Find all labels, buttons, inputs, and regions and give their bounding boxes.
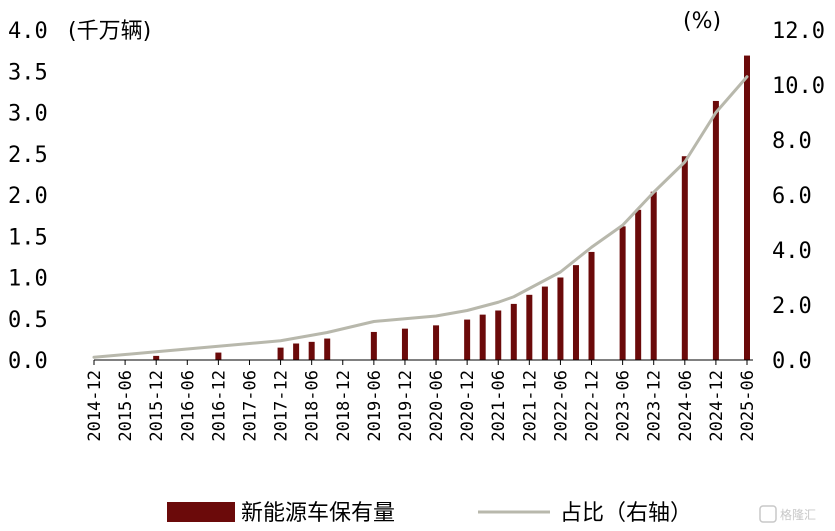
x-tick-label-2020-12: 2020-12 <box>458 370 478 442</box>
x-tick-label-2021-06: 2021-06 <box>489 370 509 442</box>
y-right-tick-12.0: 12.0 <box>772 19 825 44</box>
x-tick-label-2017-12: 2017-12 <box>272 370 292 442</box>
y-right-tick-labels: 0.0 2.0 4.0 6.0 8.0 10.0 12.0 <box>772 19 825 374</box>
x-tick-label-2023-06: 2023-06 <box>614 370 634 442</box>
bar-2022-09 <box>572 265 579 361</box>
y-left-tick-3.5: 3.5 <box>8 60 48 85</box>
legend: 新能源车保有量 占比（右轴） <box>167 501 692 526</box>
bar-2021-12 <box>526 294 533 360</box>
bar-2021-09 <box>510 303 517 360</box>
y-left-tick-2.5: 2.5 <box>8 143 48 168</box>
bar-2018-06 <box>308 341 315 360</box>
watermark-text: 格隆汇 <box>780 507 816 522</box>
share-line <box>92 75 749 359</box>
bar-2022-06 <box>557 277 564 360</box>
bar-2024-12 <box>712 100 719 360</box>
x-tick-label-2022-12: 2022-12 <box>583 370 603 442</box>
x-tick-label-2015-12: 2015-12 <box>147 370 167 442</box>
bar-2021-06 <box>495 310 502 360</box>
bar-2025-06 <box>744 55 750 360</box>
y-left-tick-0.5: 0.5 <box>8 308 48 333</box>
x-tick-label-2016-06: 2016-06 <box>178 370 198 442</box>
legend-bar-label: 新能源车保有量 <box>241 501 395 526</box>
bar-2022-03 <box>541 286 548 360</box>
legend-line-label: 占比（右轴） <box>560 501 692 526</box>
bar-2020-12 <box>464 319 471 360</box>
y-right-tick-4.0: 4.0 <box>772 239 812 264</box>
x-tick-label-2017-06: 2017-06 <box>240 370 260 442</box>
x-tick-label-2018-12: 2018-12 <box>334 370 354 442</box>
bar-2020-06 <box>433 325 440 360</box>
bars <box>153 55 750 361</box>
watermark: 格隆汇 <box>759 505 816 523</box>
y-left-tick-labels: 0.0 0.5 1.0 1.5 2.0 2.5 3.0 3.5 4.0 <box>8 19 48 374</box>
y-right-tick-8.0: 8.0 <box>772 129 812 154</box>
bar-2019-12 <box>401 328 408 360</box>
y-left-tick-1.5: 1.5 <box>8 225 48 250</box>
y-left-tick-0.0: 0.0 <box>8 349 48 374</box>
y-left-tick-3.0: 3.0 <box>8 102 48 127</box>
x-tick-label-2019-06: 2019-06 <box>365 370 385 442</box>
y-right-tick-0.0: 0.0 <box>772 349 812 374</box>
y-left-unit-label: (千万辆) <box>68 19 151 44</box>
x-tick-label-2024-06: 2024-06 <box>676 370 696 442</box>
bar-2021-03 <box>479 314 486 361</box>
bar-2022-12 <box>588 251 595 360</box>
x-tick-label-2016-12: 2016-12 <box>209 370 229 442</box>
y-right-unit-label: (%) <box>683 9 721 34</box>
y-right-tick-2.0: 2.0 <box>772 294 812 319</box>
bar-2015-12 <box>153 355 160 361</box>
bar-2018-09 <box>324 338 331 360</box>
bar-2023-06 <box>619 226 626 360</box>
x-tick-label-2024-12: 2024-12 <box>707 370 727 442</box>
bar-2016-12 <box>215 352 222 360</box>
y-left-tick-2.0: 2.0 <box>8 184 48 209</box>
axes <box>93 359 753 365</box>
x-tick-label-2014-12: 2014-12 <box>85 370 105 442</box>
x-tick-labels: 2014-12 2015-06 2015-12 2016-06 2016-12 2017-… <box>85 370 758 442</box>
x-tick-label-2015-06: 2015-06 <box>116 370 136 442</box>
share-line-path <box>92 75 749 359</box>
y-right-tick-10.0: 10.0 <box>772 74 825 99</box>
bar-2018-03 <box>293 343 300 360</box>
bar-2024-06 <box>681 156 688 360</box>
watermark-logo-icon <box>759 505 777 523</box>
y-right-tick-6.0: 6.0 <box>772 184 812 209</box>
x-tick-label-2025-06: 2025-06 <box>738 370 758 442</box>
bar-2023-09 <box>635 209 642 360</box>
bar-2023-12 <box>650 191 657 360</box>
y-left-tick-1.0: 1.0 <box>8 267 48 292</box>
bar-2017-12 <box>277 347 284 361</box>
x-tick-label-2019-12: 2019-12 <box>396 370 416 442</box>
bar-2019-06 <box>370 331 377 360</box>
y-left-tick-4.0: 4.0 <box>8 19 48 44</box>
x-tick-label-2018-06: 2018-06 <box>303 370 323 442</box>
x-tick-label-2020-06: 2020-06 <box>427 370 447 442</box>
x-tick-label-2023-12: 2023-12 <box>645 370 665 442</box>
x-tick-label-2022-06: 2022-06 <box>551 370 571 442</box>
x-tick-label-2021-12: 2021-12 <box>520 370 540 442</box>
legend-bar-swatch <box>167 502 235 522</box>
